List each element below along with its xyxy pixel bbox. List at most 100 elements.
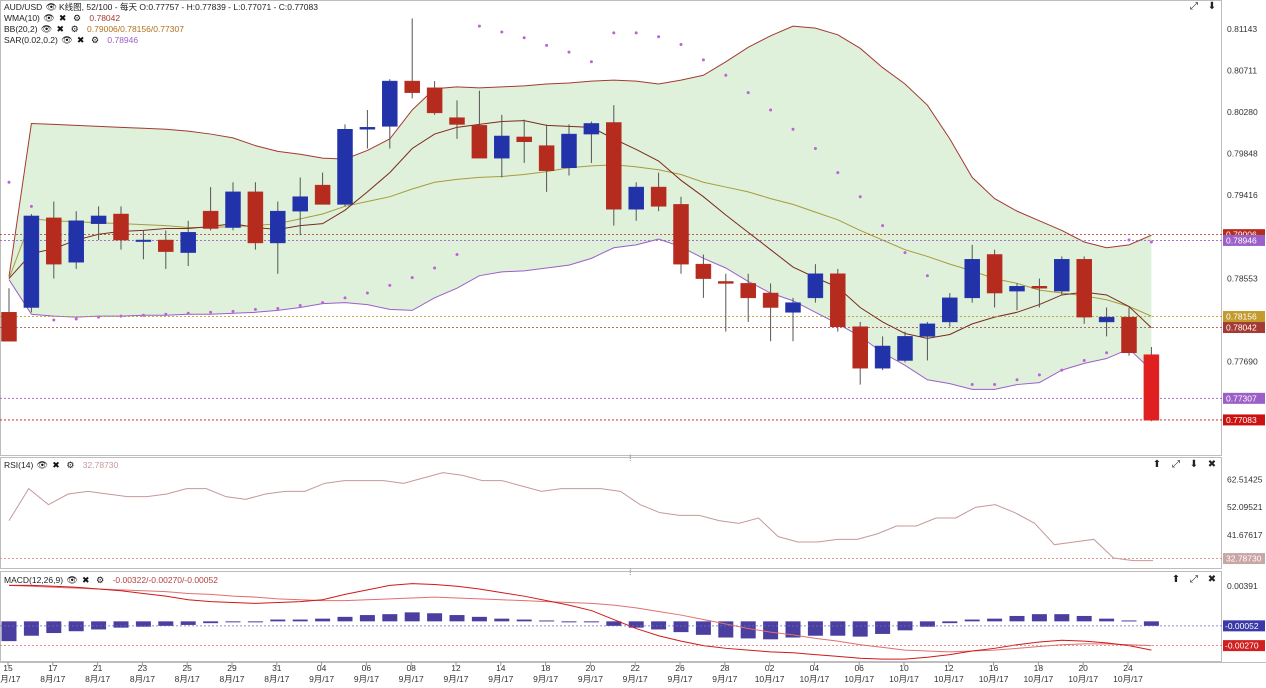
price-label-badge	[1223, 322, 1265, 334]
eye-icon[interactable]: 👁	[43, 13, 55, 23]
gear-icon[interactable]: ⚙	[72, 13, 82, 23]
sar-dot	[903, 251, 907, 255]
arrow-up-icon[interactable]: ⬆	[1152, 459, 1162, 470]
macd-histogram-bar	[337, 616, 353, 622]
macd-histogram-bar	[651, 621, 667, 630]
eye-icon[interactable]: 👁	[40, 24, 53, 34]
close-icon[interactable]: ✖	[56, 24, 65, 34]
price-y-tick-label: 0.78553	[1227, 273, 1258, 283]
macd-histogram-bar	[695, 621, 711, 635]
candle-body	[762, 292, 779, 308]
sar-dot	[1082, 358, 1086, 362]
candle-body	[337, 128, 353, 205]
close-icon[interactable]: ✖	[82, 575, 90, 585]
price-label-badge	[1223, 234, 1265, 246]
candle-body	[90, 215, 107, 224]
sar-dot	[410, 276, 414, 280]
close-icon[interactable]: ✖	[58, 13, 67, 23]
arrow-down-icon[interactable]: ⬇	[1189, 459, 1199, 470]
rsi-panel-frame	[0, 457, 1222, 569]
gear-icon[interactable]: ⚙	[90, 35, 100, 45]
candle-body	[135, 239, 152, 242]
price-legend: AUD/USD 👁 K线图, 52/100 - 每天 O:0.77757 - H…	[4, 2, 318, 12]
bb-value: 0.79006/0.78156/0.77307	[87, 24, 184, 34]
candle-body	[561, 133, 577, 169]
eye-icon[interactable]: 👁	[66, 575, 78, 585]
macd-histogram-bar	[1121, 620, 1137, 622]
candle-body	[471, 125, 488, 159]
rsi-y-tick-label: 62.51425	[1227, 474, 1263, 484]
x-tick-month-label: 8月/17	[40, 674, 65, 684]
candle-body	[449, 117, 465, 125]
sar-dot	[746, 91, 750, 95]
x-tick-month-label: 10月/17	[889, 674, 919, 684]
price-y-tick-label: 0.77690	[1227, 356, 1258, 366]
sar-legend: SAR(0.02,0.2) 👁 ✖ ⚙ 0.78946	[4, 35, 138, 45]
macd-histogram-bar	[449, 615, 465, 622]
candle-body	[695, 263, 712, 279]
candle-body	[426, 87, 443, 114]
macd-line	[9, 583, 1152, 660]
sar-dot	[455, 252, 459, 256]
macd-histogram-bar	[382, 614, 398, 622]
macd-histogram-bar	[180, 621, 196, 625]
x-tick-day-label: 20	[586, 663, 596, 673]
x-tick-day-label: 18	[1034, 663, 1044, 673]
candle-body	[986, 254, 1003, 294]
close-icon[interactable]: ✖	[1207, 574, 1217, 585]
candle-body	[807, 273, 824, 299]
sar-dot	[858, 195, 862, 199]
macd-histogram-bar	[964, 619, 980, 622]
eye-icon[interactable]: 👁	[61, 35, 73, 45]
macd-label-text: -0.00270	[1225, 641, 1259, 651]
wma-legend: WMA(10) 👁 ✖ ⚙ 0.78042	[4, 13, 120, 23]
x-tick-month-label: 9月/17	[488, 674, 513, 684]
sar-dot	[388, 283, 392, 287]
price-label-text: 0.77307	[1226, 393, 1257, 403]
candle-body	[404, 80, 420, 93]
expand-icon[interactable]: ⤢	[1190, 1, 1198, 12]
candle-body	[830, 273, 846, 328]
x-tick-day-label: 31	[272, 663, 282, 673]
close-icon[interactable]: ✖	[52, 460, 60, 470]
arrow-up-icon[interactable]: ⬆	[1171, 574, 1181, 585]
macd-histogram-bar	[23, 621, 39, 636]
expand-icon[interactable]: ⤢	[1190, 574, 1198, 585]
close-icon[interactable]: ✖	[1207, 459, 1217, 470]
x-tick-month-label: 10月/17	[979, 674, 1009, 684]
arrow-down-icon[interactable]: ⬇	[1207, 1, 1217, 12]
candle-body	[382, 80, 398, 127]
sar-dot	[836, 171, 840, 175]
price-y-tick-label: 0.79848	[1227, 149, 1258, 159]
x-tick-day-label: 16	[989, 663, 999, 673]
macd-histogram-bar	[1054, 614, 1070, 622]
x-tick-day-label: 10	[899, 663, 909, 673]
macd-histogram-bar	[68, 621, 84, 632]
macd-histogram-bar	[46, 621, 62, 634]
x-tick-day-label: 06	[362, 663, 372, 673]
gear-icon[interactable]: ⚙	[70, 24, 79, 34]
gear-icon[interactable]: ⚙	[96, 575, 105, 585]
eye-icon[interactable]: 👁	[36, 460, 49, 470]
macd-panel-frame	[0, 571, 1222, 662]
macd-histogram-bar	[718, 621, 734, 638]
expand-icon[interactable]: ⤢	[1172, 459, 1180, 470]
macd-histogram-bar	[1, 621, 17, 642]
sar-dot	[29, 204, 33, 208]
eye-icon[interactable]: 👁	[45, 2, 58, 12]
price-label-badge	[1223, 392, 1265, 404]
sar-dot	[164, 312, 168, 316]
close-icon[interactable]: ✖	[76, 35, 85, 45]
sar-dot	[343, 296, 347, 300]
gear-icon[interactable]: ⚙	[66, 460, 75, 470]
candle-body	[919, 323, 936, 337]
macd-histogram-bar	[315, 618, 331, 622]
bollinger-upper-line	[8, 25, 1152, 277]
rsi-y-tick-label: 41.67617	[1227, 530, 1263, 540]
sar-dot	[701, 58, 705, 62]
sar-dot	[769, 108, 773, 112]
candle-body	[359, 127, 376, 130]
sar-dot	[52, 318, 56, 322]
sar-dot	[433, 266, 437, 270]
